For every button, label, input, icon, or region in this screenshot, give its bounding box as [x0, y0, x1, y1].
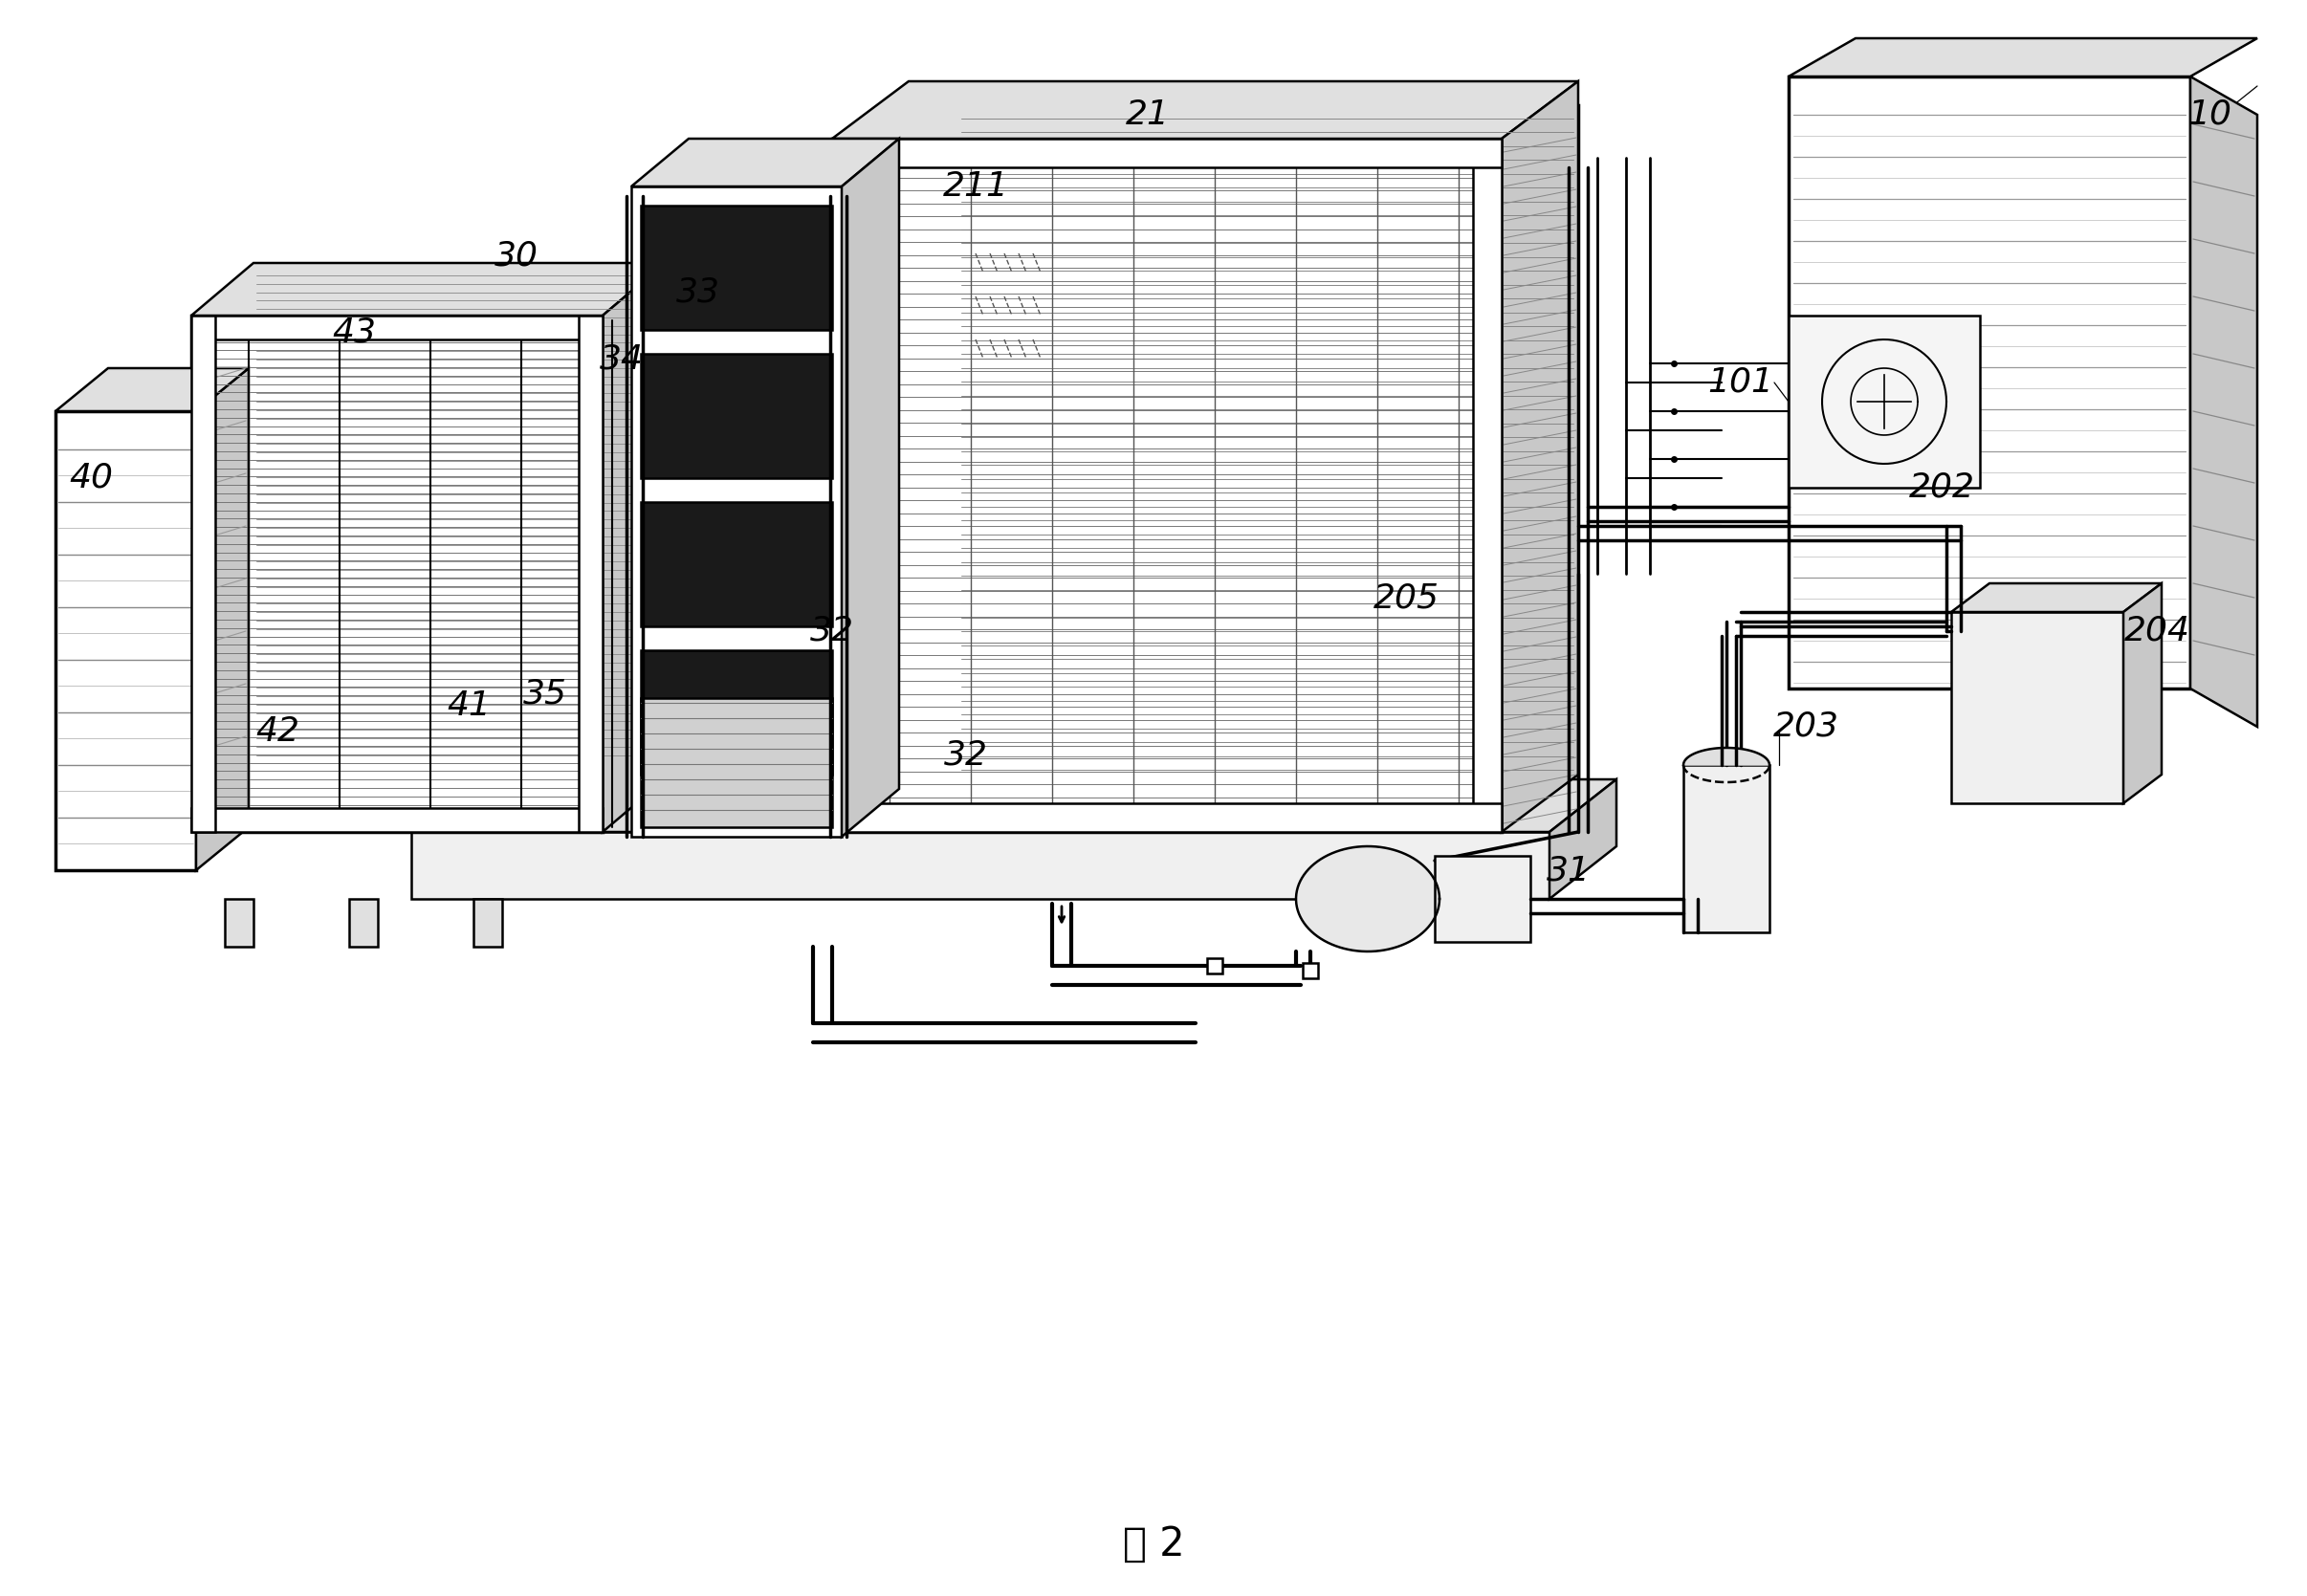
- Text: 21: 21: [1126, 99, 1170, 131]
- Text: 211: 211: [944, 171, 1008, 203]
- Polygon shape: [1788, 77, 2189, 688]
- Polygon shape: [641, 650, 833, 774]
- Polygon shape: [1435, 855, 1530, 942]
- Polygon shape: [473, 899, 503, 946]
- Polygon shape: [411, 779, 1617, 832]
- Polygon shape: [2189, 77, 2256, 726]
- Polygon shape: [842, 139, 900, 836]
- Polygon shape: [641, 503, 833, 626]
- Text: 203: 203: [1772, 710, 1839, 744]
- Polygon shape: [1788, 316, 1979, 488]
- Text: 图 2: 图 2: [1124, 1524, 1183, 1564]
- Polygon shape: [191, 316, 602, 832]
- Polygon shape: [254, 263, 664, 779]
- Polygon shape: [833, 139, 1502, 832]
- Polygon shape: [1297, 846, 1440, 951]
- Polygon shape: [1952, 611, 2122, 803]
- Polygon shape: [411, 832, 1550, 899]
- Text: 202: 202: [1908, 471, 1975, 504]
- Polygon shape: [196, 369, 249, 870]
- Polygon shape: [1472, 139, 1502, 832]
- Text: 204: 204: [2125, 614, 2189, 648]
- Text: 41: 41: [448, 689, 491, 721]
- Polygon shape: [833, 139, 861, 832]
- Polygon shape: [632, 187, 842, 836]
- Polygon shape: [2122, 583, 2162, 803]
- Text: 43: 43: [332, 316, 376, 350]
- Text: 205: 205: [1373, 581, 1440, 614]
- Polygon shape: [641, 206, 833, 330]
- Polygon shape: [191, 263, 664, 316]
- Polygon shape: [224, 899, 254, 946]
- Text: 30: 30: [494, 239, 538, 273]
- Polygon shape: [55, 369, 249, 412]
- Polygon shape: [348, 899, 378, 946]
- Text: 42: 42: [256, 715, 300, 749]
- Polygon shape: [1788, 38, 2256, 77]
- Polygon shape: [55, 412, 196, 870]
- Polygon shape: [632, 139, 900, 187]
- Text: 33: 33: [676, 276, 720, 308]
- Text: 35: 35: [524, 677, 568, 710]
- Polygon shape: [602, 263, 664, 832]
- Polygon shape: [191, 316, 602, 340]
- Text: 40: 40: [69, 461, 113, 495]
- Polygon shape: [957, 105, 1578, 803]
- Text: 31: 31: [1546, 854, 1590, 886]
- Text: 10: 10: [2187, 99, 2231, 131]
- Polygon shape: [641, 697, 833, 827]
- Polygon shape: [1303, 962, 1317, 978]
- Polygon shape: [1952, 583, 2162, 611]
- Polygon shape: [1684, 764, 1769, 932]
- Polygon shape: [1502, 81, 1578, 832]
- Polygon shape: [833, 803, 1502, 832]
- Polygon shape: [579, 316, 602, 832]
- Polygon shape: [833, 81, 1578, 139]
- Polygon shape: [833, 139, 1502, 168]
- Text: 32: 32: [810, 614, 854, 648]
- Polygon shape: [191, 808, 602, 832]
- Polygon shape: [1684, 749, 1769, 764]
- Polygon shape: [191, 316, 215, 832]
- Polygon shape: [1550, 779, 1617, 899]
- Text: 34: 34: [600, 342, 644, 375]
- Text: 101: 101: [1707, 365, 1774, 399]
- Polygon shape: [641, 354, 833, 479]
- Text: 32: 32: [944, 739, 987, 772]
- Polygon shape: [1207, 958, 1223, 974]
